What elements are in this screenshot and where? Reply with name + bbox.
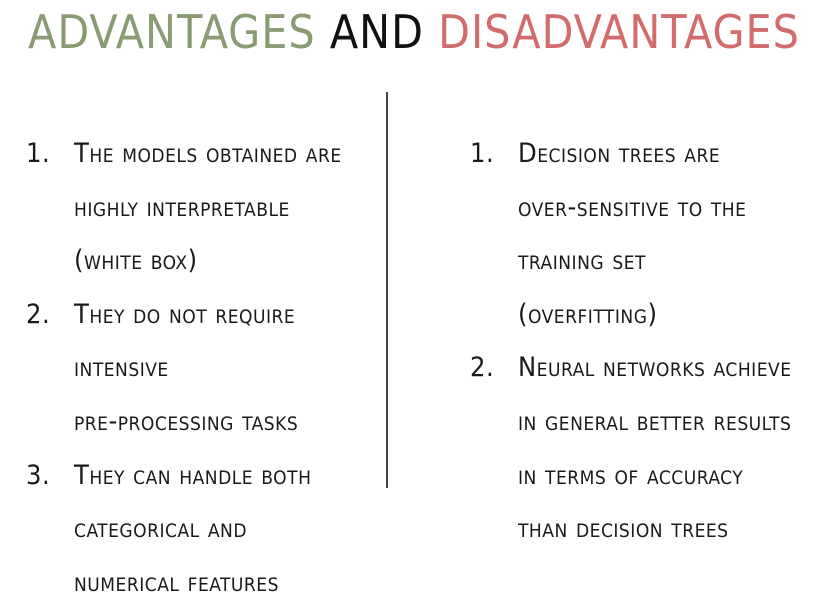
item-text-line: categorical and (74, 513, 248, 545)
item-number: 1. (470, 138, 495, 169)
title-disadvantages: DISADVANTAGES (438, 5, 800, 59)
item-text-line: Decision trees are (518, 138, 721, 169)
advantage-item-2: 2. They do not require intensive pre-pro… (26, 288, 382, 449)
page-title: ADVANTAGES AND DISADVANTAGES (0, 2, 828, 62)
item-text-line: training set (518, 245, 646, 277)
item-text-line: pre-processing tasks (74, 405, 299, 437)
disadvantages-list: 1. Decision trees are over-sensitive to … (470, 127, 820, 556)
item-text-line: intensive (74, 352, 169, 384)
item-text-line: Neural networks achieve (518, 352, 792, 384)
advantage-item-3: 3. They can handle both categorical and … (26, 449, 382, 609)
item-text-line: highly interpretable (74, 191, 290, 223)
advantage-item-1: 1. The models obtained are highly interp… (26, 127, 382, 288)
advantages-list: 1. The models obtained are highly interp… (26, 127, 382, 609)
item-text-line: (overfitting) (518, 298, 658, 330)
item-number: 1. (26, 138, 51, 169)
item-text-line: numerical features (74, 566, 279, 598)
disadvantage-item-2: 2. Neural networks achieve in general be… (470, 341, 820, 555)
column-divider (386, 92, 388, 488)
item-number: 2. (470, 352, 495, 384)
item-text-line: They do not require (74, 298, 296, 330)
title-advantages: ADVANTAGES (28, 5, 316, 59)
item-text-line: over-sensitive to the (518, 191, 747, 223)
item-text-line: They can handle both (74, 459, 312, 491)
title-and: AND (329, 5, 424, 59)
item-text-line: than decision trees (518, 513, 729, 545)
disadvantage-item-1: 1. Decision trees are over-sensitive to … (470, 127, 820, 341)
item-number: 3. (26, 459, 51, 491)
item-text-line: The models obtained are (74, 138, 342, 169)
item-number: 2. (26, 298, 51, 330)
item-text-line: in general better results (518, 405, 792, 437)
item-text-line: (white box) (74, 245, 198, 277)
item-text-line: in terms of accuracy (518, 459, 744, 491)
